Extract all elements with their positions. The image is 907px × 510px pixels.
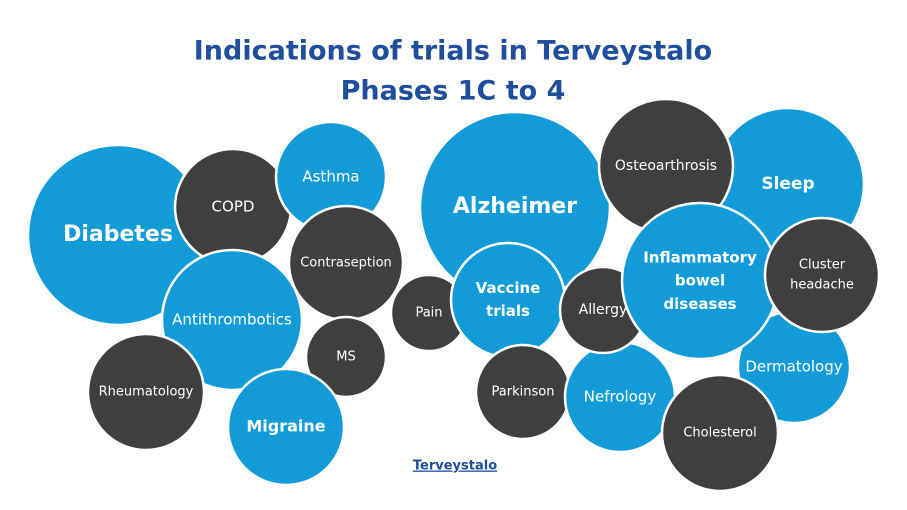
bubble — [763, 216, 881, 334]
bubble — [226, 367, 346, 487]
bubble-label: Allergy — [579, 302, 628, 318]
title-line: Indications of trials in Terveystalo — [194, 36, 712, 67]
bubble-label: bowel — [675, 272, 725, 290]
bubble — [660, 373, 780, 493]
bubble-label: MS — [336, 350, 355, 365]
bubble — [160, 248, 304, 392]
bubble-label: Migraine — [246, 417, 325, 436]
bubble-label: Cluster — [799, 257, 846, 272]
bubble-label: Diabetes — [63, 222, 173, 247]
bubble-label: Rheumatology — [99, 385, 194, 400]
bubble-label: Nefrology — [584, 388, 657, 406]
logo: Terveystalo — [413, 459, 497, 474]
bubble-label: trials — [486, 302, 530, 320]
bubble-label: Dermatology — [745, 358, 842, 376]
bubble-label: Cholesterol — [683, 426, 756, 441]
bubble-label: Antithrombotics — [172, 311, 292, 329]
bubble-label: Parkinson — [492, 385, 555, 400]
title-line: Phases 1C to 4 — [341, 76, 566, 107]
bubble — [449, 241, 567, 359]
bubbles: Diabetes COPD Asthma Antithrombotics Contras… — [26, 97, 881, 493]
bubble-label: Inflammatory — [643, 248, 757, 266]
bubble-label: Contraseption — [300, 256, 392, 271]
bubble-label: Pain — [415, 306, 442, 321]
bubble-label: diseases — [663, 295, 736, 313]
bubble-label: Vaccine — [476, 279, 541, 297]
bubble-label: Asthma — [302, 168, 359, 186]
bubble-label: Alzheimer — [453, 194, 577, 219]
bubble-label: Sleep — [761, 174, 814, 194]
bubble — [86, 332, 206, 452]
bubble — [304, 315, 388, 399]
bubble-label: headache — [790, 278, 854, 293]
bubble-label: Osteoarthrosis — [615, 158, 717, 174]
bubble-label: COPD — [212, 198, 255, 216]
